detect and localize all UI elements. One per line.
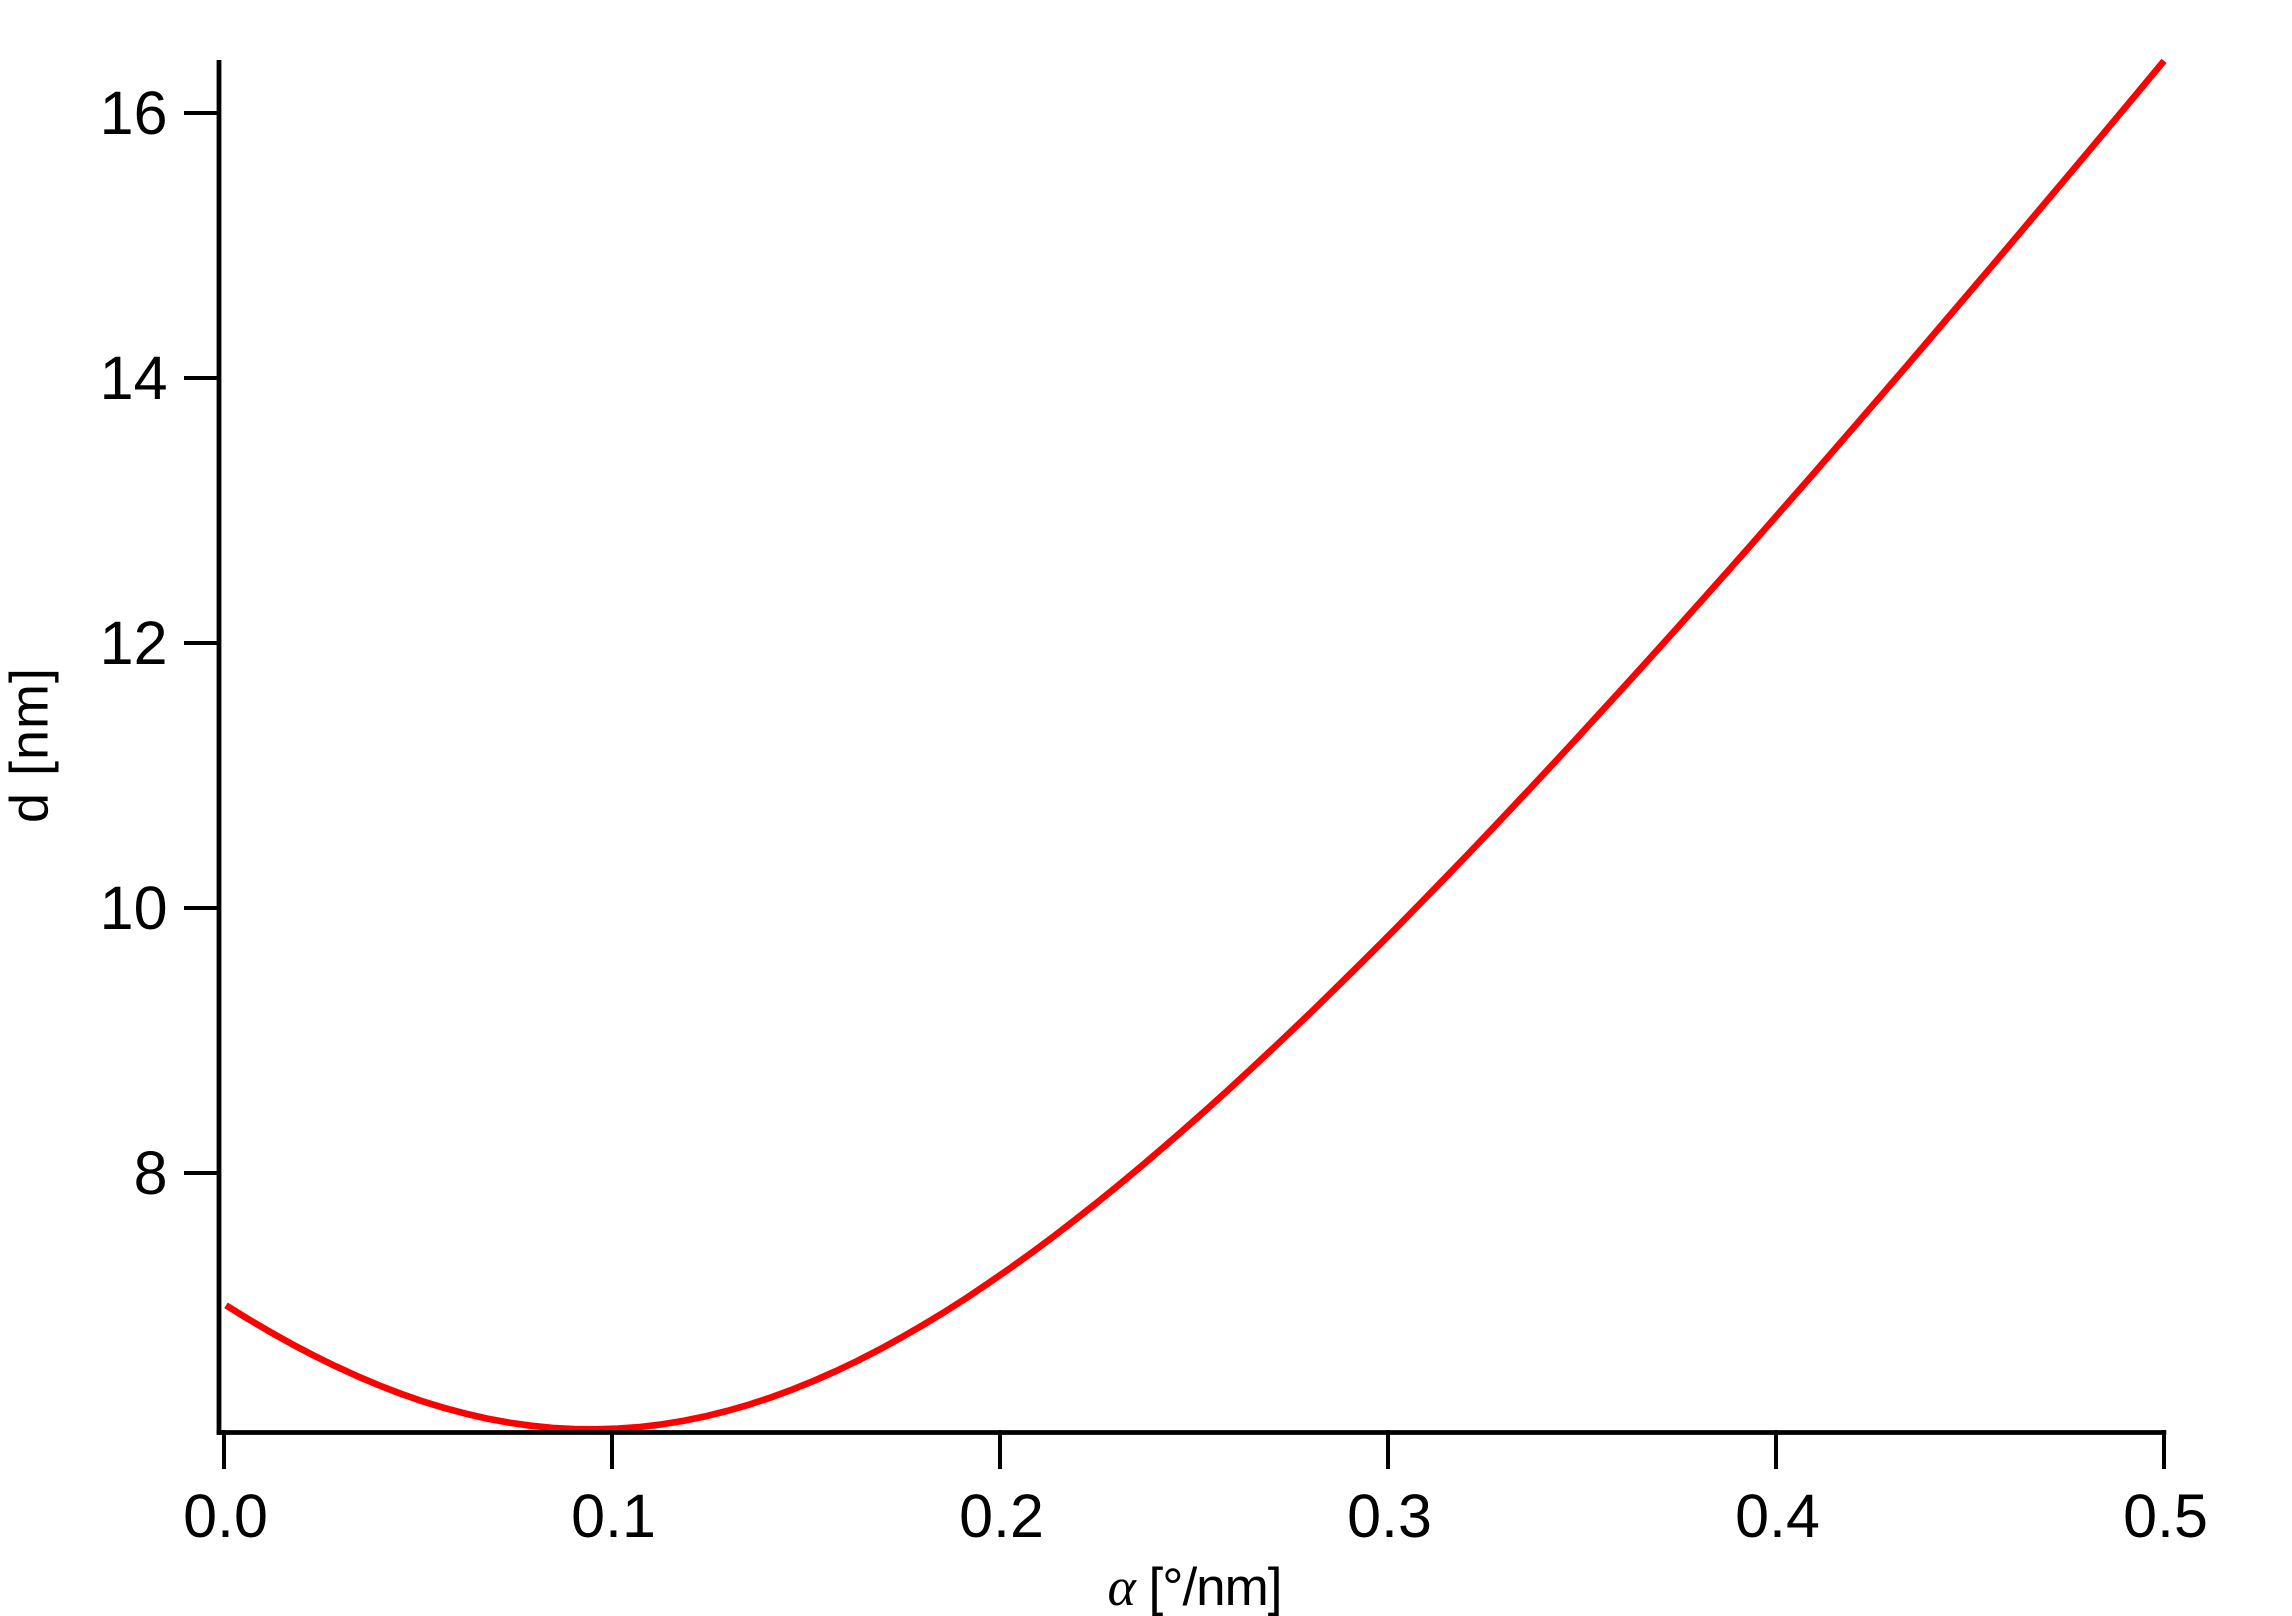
svg-text:8: 8 bbox=[134, 1139, 168, 1207]
svg-text:10: 10 bbox=[100, 874, 168, 942]
svg-text:α [°/nm]: α [°/nm] bbox=[1107, 1557, 1281, 1616]
svg-text:0.4: 0.4 bbox=[1735, 1482, 1820, 1550]
svg-text:0.1: 0.1 bbox=[571, 1482, 656, 1550]
svg-text:0.0: 0.0 bbox=[183, 1482, 268, 1550]
svg-text:16: 16 bbox=[100, 79, 168, 147]
svg-text:12: 12 bbox=[100, 609, 168, 677]
svg-text:0.3: 0.3 bbox=[1347, 1482, 1432, 1550]
svg-text:0.5: 0.5 bbox=[2123, 1482, 2208, 1550]
svg-text:14: 14 bbox=[100, 344, 168, 412]
svg-text:d [nm]: d [nm] bbox=[0, 667, 60, 823]
svg-text:0.2: 0.2 bbox=[959, 1482, 1044, 1550]
